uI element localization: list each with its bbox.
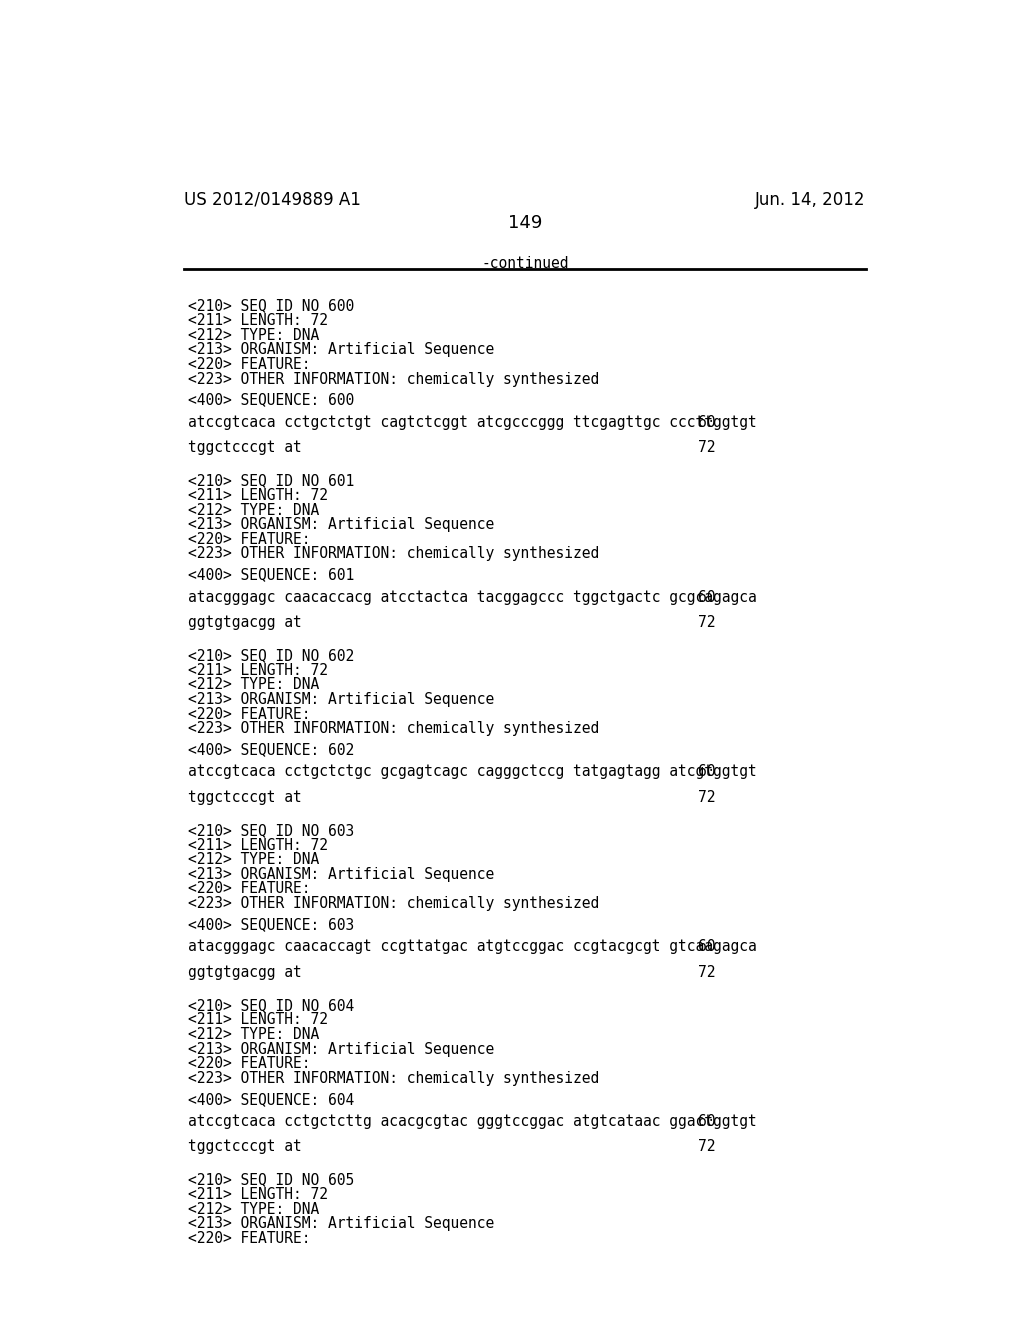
Text: 72: 72 (697, 965, 715, 979)
Text: 60: 60 (697, 590, 715, 605)
Text: <213> ORGANISM: Artificial Sequence: <213> ORGANISM: Artificial Sequence (188, 867, 495, 882)
Text: atccgtcaca cctgctctgc gcgagtcagc cagggctccg tatgagtagg atcgtggtgt: atccgtcaca cctgctctgc gcgagtcagc cagggct… (188, 764, 757, 779)
Text: <400> SEQUENCE: 602: <400> SEQUENCE: 602 (188, 742, 354, 758)
Text: <210> SEQ ID NO 600: <210> SEQ ID NO 600 (188, 298, 354, 314)
Text: <400> SEQUENCE: 601: <400> SEQUENCE: 601 (188, 568, 354, 582)
Text: ggtgtgacgg at: ggtgtgacgg at (188, 615, 302, 630)
Text: <212> TYPE: DNA: <212> TYPE: DNA (188, 853, 319, 867)
Text: <400> SEQUENCE: 600: <400> SEQUENCE: 600 (188, 392, 354, 408)
Text: 149: 149 (508, 214, 542, 232)
Text: <220> FEATURE:: <220> FEATURE: (188, 706, 311, 722)
Text: <220> FEATURE:: <220> FEATURE: (188, 1056, 311, 1072)
Text: <213> ORGANISM: Artificial Sequence: <213> ORGANISM: Artificial Sequence (188, 1217, 495, 1232)
Text: <211> LENGTH: 72: <211> LENGTH: 72 (188, 313, 329, 329)
Text: <213> ORGANISM: Artificial Sequence: <213> ORGANISM: Artificial Sequence (188, 1041, 495, 1056)
Text: atacgggagc caacaccacg atcctactca tacggagccc tggctgactc gcgcagagca: atacgggagc caacaccacg atcctactca tacggag… (188, 590, 757, 605)
Text: atacgggagc caacaccagt ccgttatgac atgtccggac ccgtacgcgt gtcaagagca: atacgggagc caacaccagt ccgttatgac atgtccg… (188, 940, 757, 954)
Text: 72: 72 (697, 441, 715, 455)
Text: <223> OTHER INFORMATION: chemically synthesized: <223> OTHER INFORMATION: chemically synt… (188, 372, 600, 387)
Text: 60: 60 (697, 1114, 715, 1129)
Text: <212> TYPE: DNA: <212> TYPE: DNA (188, 1027, 319, 1041)
Text: 72: 72 (697, 615, 715, 630)
Text: <211> LENGTH: 72: <211> LENGTH: 72 (188, 1012, 329, 1027)
Text: <210> SEQ ID NO 601: <210> SEQ ID NO 601 (188, 474, 354, 488)
Text: <223> OTHER INFORMATION: chemically synthesized: <223> OTHER INFORMATION: chemically synt… (188, 721, 600, 737)
Text: ggtgtgacgg at: ggtgtgacgg at (188, 965, 302, 979)
Text: <212> TYPE: DNA: <212> TYPE: DNA (188, 677, 319, 693)
Text: <211> LENGTH: 72: <211> LENGTH: 72 (188, 838, 329, 853)
Text: Jun. 14, 2012: Jun. 14, 2012 (756, 191, 866, 209)
Text: <223> OTHER INFORMATION: chemically synthesized: <223> OTHER INFORMATION: chemically synt… (188, 546, 600, 561)
Text: <210> SEQ ID NO 603: <210> SEQ ID NO 603 (188, 822, 354, 838)
Text: <220> FEATURE:: <220> FEATURE: (188, 1232, 311, 1246)
Text: US 2012/0149889 A1: US 2012/0149889 A1 (183, 191, 360, 209)
Text: <400> SEQUENCE: 603: <400> SEQUENCE: 603 (188, 917, 354, 932)
Text: <223> OTHER INFORMATION: chemically synthesized: <223> OTHER INFORMATION: chemically synt… (188, 896, 600, 911)
Text: <212> TYPE: DNA: <212> TYPE: DNA (188, 503, 319, 517)
Text: <211> LENGTH: 72: <211> LENGTH: 72 (188, 1187, 329, 1203)
Text: <213> ORGANISM: Artificial Sequence: <213> ORGANISM: Artificial Sequence (188, 517, 495, 532)
Text: <211> LENGTH: 72: <211> LENGTH: 72 (188, 663, 329, 677)
Text: 60: 60 (697, 414, 715, 430)
Text: -continued: -continued (481, 256, 568, 271)
Text: <220> FEATURE:: <220> FEATURE: (188, 882, 311, 896)
Text: <213> ORGANISM: Artificial Sequence: <213> ORGANISM: Artificial Sequence (188, 692, 495, 708)
Text: <211> LENGTH: 72: <211> LENGTH: 72 (188, 488, 329, 503)
Text: 72: 72 (697, 1139, 715, 1155)
Text: <212> TYPE: DNA: <212> TYPE: DNA (188, 1201, 319, 1217)
Text: <210> SEQ ID NO 605: <210> SEQ ID NO 605 (188, 1172, 354, 1188)
Text: 60: 60 (697, 940, 715, 954)
Text: <220> FEATURE:: <220> FEATURE: (188, 532, 311, 546)
Text: 72: 72 (697, 789, 715, 805)
Text: 60: 60 (697, 764, 715, 779)
Text: atccgtcaca cctgctcttg acacgcgtac gggtccggac atgtcataac ggactggtgt: atccgtcaca cctgctcttg acacgcgtac gggtccg… (188, 1114, 757, 1129)
Text: atccgtcaca cctgctctgt cagtctcggt atcgcccggg ttcgagttgc cccttggtgt: atccgtcaca cctgctctgt cagtctcggt atcgccc… (188, 414, 757, 430)
Text: <223> OTHER INFORMATION: chemically synthesized: <223> OTHER INFORMATION: chemically synt… (188, 1071, 600, 1086)
Text: <400> SEQUENCE: 604: <400> SEQUENCE: 604 (188, 1092, 354, 1106)
Text: tggctcccgt at: tggctcccgt at (188, 441, 302, 455)
Text: tggctcccgt at: tggctcccgt at (188, 1139, 302, 1155)
Text: <210> SEQ ID NO 604: <210> SEQ ID NO 604 (188, 998, 354, 1012)
Text: <210> SEQ ID NO 602: <210> SEQ ID NO 602 (188, 648, 354, 663)
Text: tggctcccgt at: tggctcccgt at (188, 789, 302, 805)
Text: <220> FEATURE:: <220> FEATURE: (188, 358, 311, 372)
Text: <212> TYPE: DNA: <212> TYPE: DNA (188, 327, 319, 343)
Text: <213> ORGANISM: Artificial Sequence: <213> ORGANISM: Artificial Sequence (188, 342, 495, 358)
